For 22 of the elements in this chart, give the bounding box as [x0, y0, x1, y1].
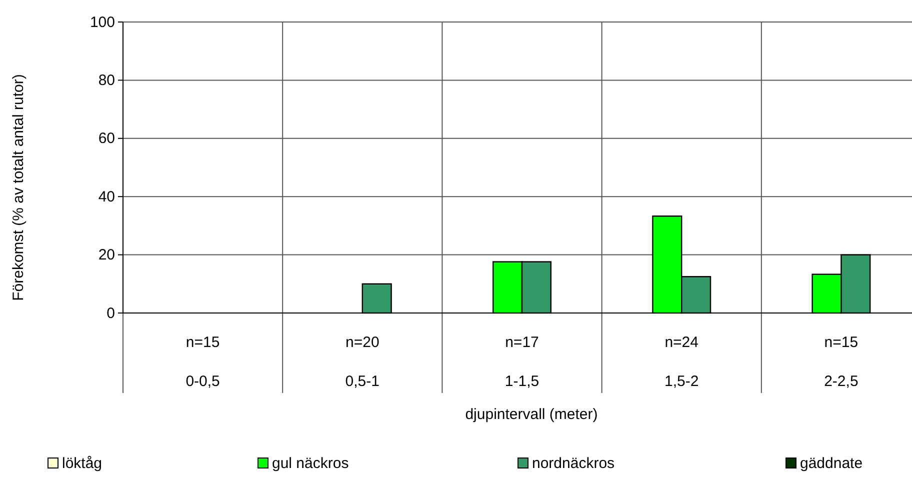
text: n=15 [824, 334, 858, 351]
y-tick-label: 20 [98, 246, 115, 264]
y-tick-label: 100 [90, 14, 115, 31]
text: n=15 [186, 334, 220, 351]
y-tick-label: 0 [106, 304, 115, 322]
x-tick-label: 2-2,5 [824, 373, 858, 390]
legend-label: löktåg [62, 455, 102, 472]
text: n=17 [505, 334, 539, 351]
text: n=20 [346, 334, 380, 351]
legend-label: gul näckros [272, 455, 349, 472]
x-tick-label: 1,5-2 [664, 373, 699, 390]
y-tick-label: 40 [98, 188, 115, 206]
x-tick-label: 0-0,5 [186, 373, 220, 390]
y-tick-label: 80 [98, 72, 115, 89]
y-tick-label: 60 [98, 130, 115, 148]
legend-label: gäddnate [800, 455, 863, 472]
text: n=24 [664, 334, 698, 351]
x-tick-label: 0,5-1 [345, 373, 380, 390]
x-axis-title: djupintervall (meter) [465, 406, 598, 423]
legend-label: nordnäckros [532, 455, 615, 472]
x-tick-label: 1-1,5 [504, 373, 540, 390]
y-axis-title: Förekomst (% av totalt antal rutor) [10, 74, 27, 301]
